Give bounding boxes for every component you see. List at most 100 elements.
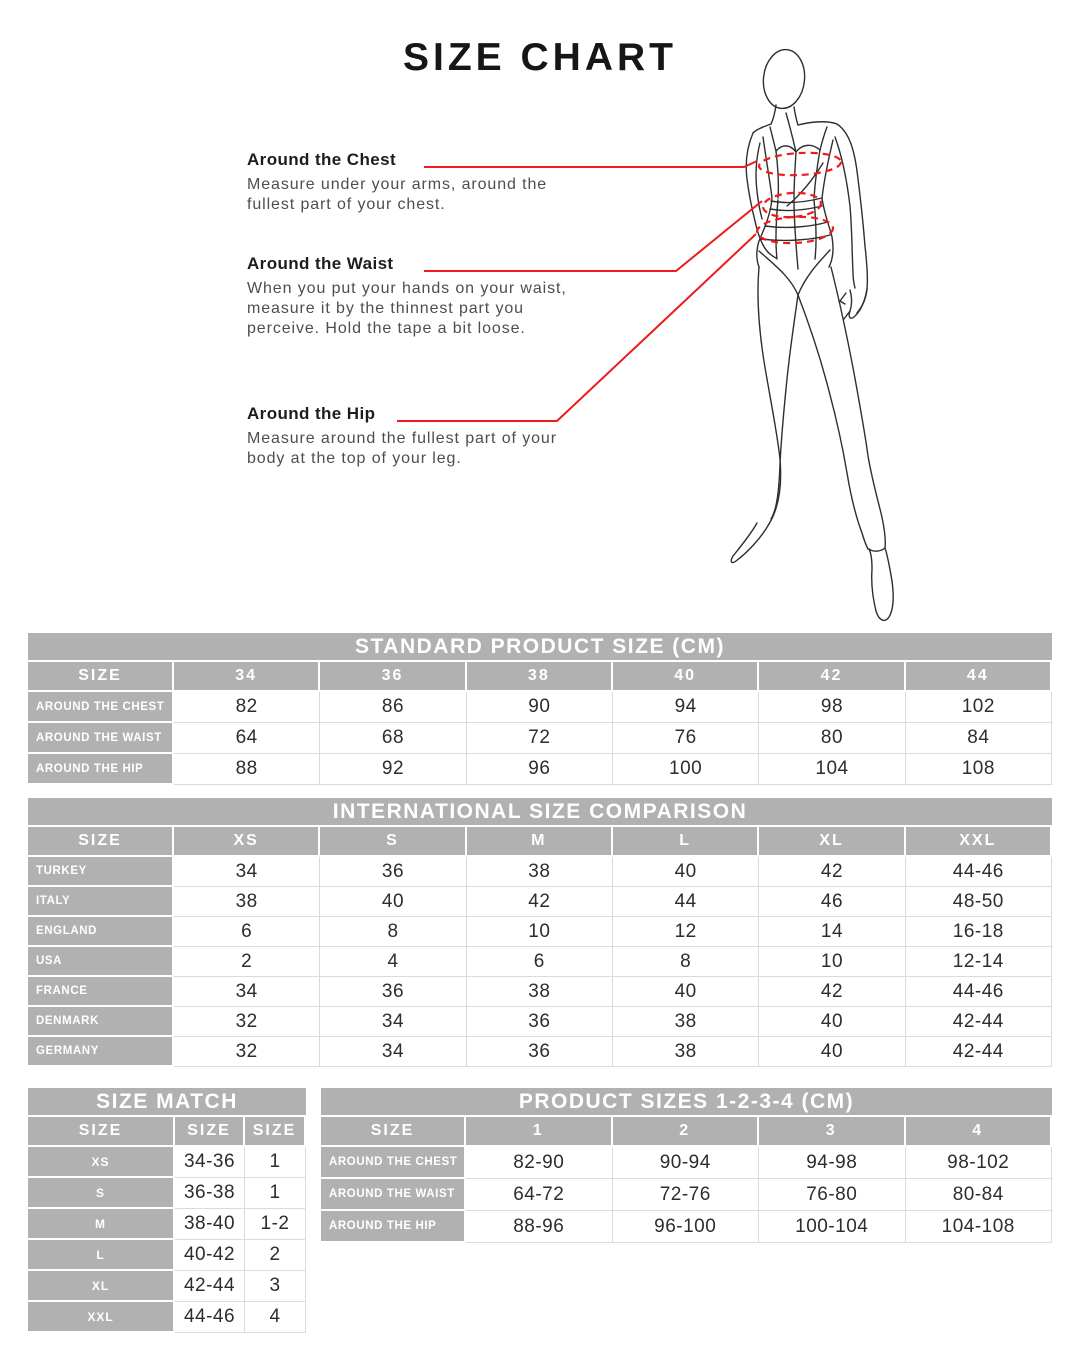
- row-label: ITALY: [28, 887, 174, 917]
- size-value: 84: [905, 723, 1052, 754]
- figure-center-seam: [785, 112, 799, 270]
- size-value: 2: [245, 1240, 306, 1271]
- figure-shoulder-right: [797, 121, 838, 126]
- col-header: XL: [759, 827, 906, 857]
- figure-right-fingers: [838, 292, 851, 320]
- size-value: 36-38: [175, 1178, 245, 1209]
- col-header: SIZE: [28, 662, 174, 692]
- col-header: M: [466, 827, 613, 857]
- guide-waist-heading: Around the Waist: [247, 254, 394, 273]
- figure-left-arm-outer: [745, 132, 764, 246]
- size-value: 38: [466, 977, 613, 1007]
- size-value: 104: [759, 754, 906, 785]
- figure-seam-right: [813, 149, 821, 260]
- size-value: 16-18: [905, 917, 1052, 947]
- size-value: 32: [174, 1007, 321, 1037]
- guide-waist: Around the Waist When you put your hands…: [247, 254, 567, 339]
- size-value: 44: [612, 887, 760, 917]
- size-value: 4: [245, 1302, 306, 1333]
- size-value: 48-50: [905, 887, 1052, 917]
- figure-right-leg-outer: [830, 266, 886, 549]
- size-value: 96-100: [612, 1211, 759, 1243]
- row-label: AROUND THE HIP: [28, 754, 174, 785]
- size-value: 76-80: [759, 1179, 906, 1211]
- international-size-table: INTERNATIONAL SIZE COMPARISON SIZE XS S …: [28, 798, 1052, 1067]
- size-value: 3: [245, 1271, 306, 1302]
- size-value: 100: [612, 754, 760, 785]
- col-header: SIZE: [175, 1117, 245, 1147]
- size-value: 42-44: [175, 1271, 245, 1302]
- row-label: ENGLAND: [28, 917, 174, 947]
- guide-hip: Around the Hip Measure around the fulles…: [247, 404, 557, 469]
- size-value: 40: [612, 977, 760, 1007]
- size-value: 38: [612, 1007, 760, 1037]
- size-value: 44-46: [175, 1302, 245, 1333]
- col-header: 42: [759, 662, 906, 692]
- size-value: 32: [174, 1037, 321, 1067]
- figure-right-arm-inner: [834, 136, 856, 289]
- row-label: S: [28, 1178, 175, 1209]
- figure-left-hand: [762, 244, 777, 259]
- col-header: XXL: [905, 827, 1052, 857]
- row-label: XXL: [28, 1302, 175, 1333]
- size-value: 40: [759, 1007, 906, 1037]
- figure-torso-right: [821, 139, 834, 268]
- waist-pointer-line: [424, 200, 763, 272]
- guide-chest-line: fullest part of your chest.: [247, 196, 446, 213]
- size-value: 42: [759, 857, 906, 887]
- col-header: SIZE: [321, 1117, 466, 1147]
- figure-head: [762, 48, 806, 110]
- size-value: 38: [612, 1037, 760, 1067]
- row-label: FRANCE: [28, 977, 174, 1007]
- col-header: S: [320, 827, 467, 857]
- size-value: 64: [174, 723, 321, 754]
- row-label: AROUND THE WAIST: [28, 723, 174, 754]
- size-value: 102: [905, 692, 1052, 723]
- figure-shoulder-left: [752, 123, 772, 134]
- row-label: USA: [28, 947, 174, 977]
- row-label: L: [28, 1240, 175, 1271]
- size-value: 82: [174, 692, 321, 723]
- guide-hip-heading: Around the Hip: [247, 404, 376, 423]
- size-value: 36: [320, 857, 467, 887]
- size-value: 96: [466, 754, 613, 785]
- size-value: 6: [466, 947, 613, 977]
- figure-right-hand: [848, 288, 868, 319]
- col-header: 2: [612, 1117, 759, 1147]
- size-value: 90: [466, 692, 613, 723]
- chest-measure-ellipse: [757, 151, 843, 177]
- figure-neck-left: [770, 104, 777, 125]
- col-header: 3: [759, 1117, 906, 1147]
- size-value: 94-98: [759, 1147, 906, 1179]
- standard-size-table: STANDARD PRODUCT SIZE (CM) SIZE 34 36 38…: [28, 633, 1052, 785]
- size-value: 1-2: [245, 1209, 306, 1240]
- col-header: 36: [320, 662, 467, 692]
- col-header: 1: [466, 1117, 613, 1147]
- size-value: 44-46: [905, 977, 1052, 1007]
- size-value: 46: [759, 887, 906, 917]
- figure-left-leg-outer: [757, 266, 782, 525]
- size-value: 86: [320, 692, 467, 723]
- size-value: 34-36: [175, 1147, 245, 1178]
- row-label: GERMANY: [28, 1037, 174, 1067]
- size-value: 38: [466, 857, 613, 887]
- col-header: SIZE: [28, 827, 174, 857]
- size-value: 2: [174, 947, 321, 977]
- size-value: 36: [320, 977, 467, 1007]
- size-value: 1: [245, 1147, 306, 1178]
- croquis-outline: [730, 48, 894, 622]
- size-value: 98: [759, 692, 906, 723]
- size-value: 40-42: [175, 1240, 245, 1271]
- figure-bust-line: [775, 144, 821, 154]
- size-value: 68: [320, 723, 467, 754]
- size-value: 108: [905, 754, 1052, 785]
- waist-measure-ellipse: [761, 191, 823, 219]
- size-value: 10: [759, 947, 906, 977]
- figure-strap-left: [769, 126, 777, 152]
- figure-left-leg-inner: [770, 294, 799, 520]
- figure-right-ankle: [868, 547, 886, 552]
- size-value: 64-72: [466, 1179, 613, 1211]
- size-value: 40: [759, 1037, 906, 1067]
- guide-hip-line: body at the top of your leg.: [247, 450, 462, 467]
